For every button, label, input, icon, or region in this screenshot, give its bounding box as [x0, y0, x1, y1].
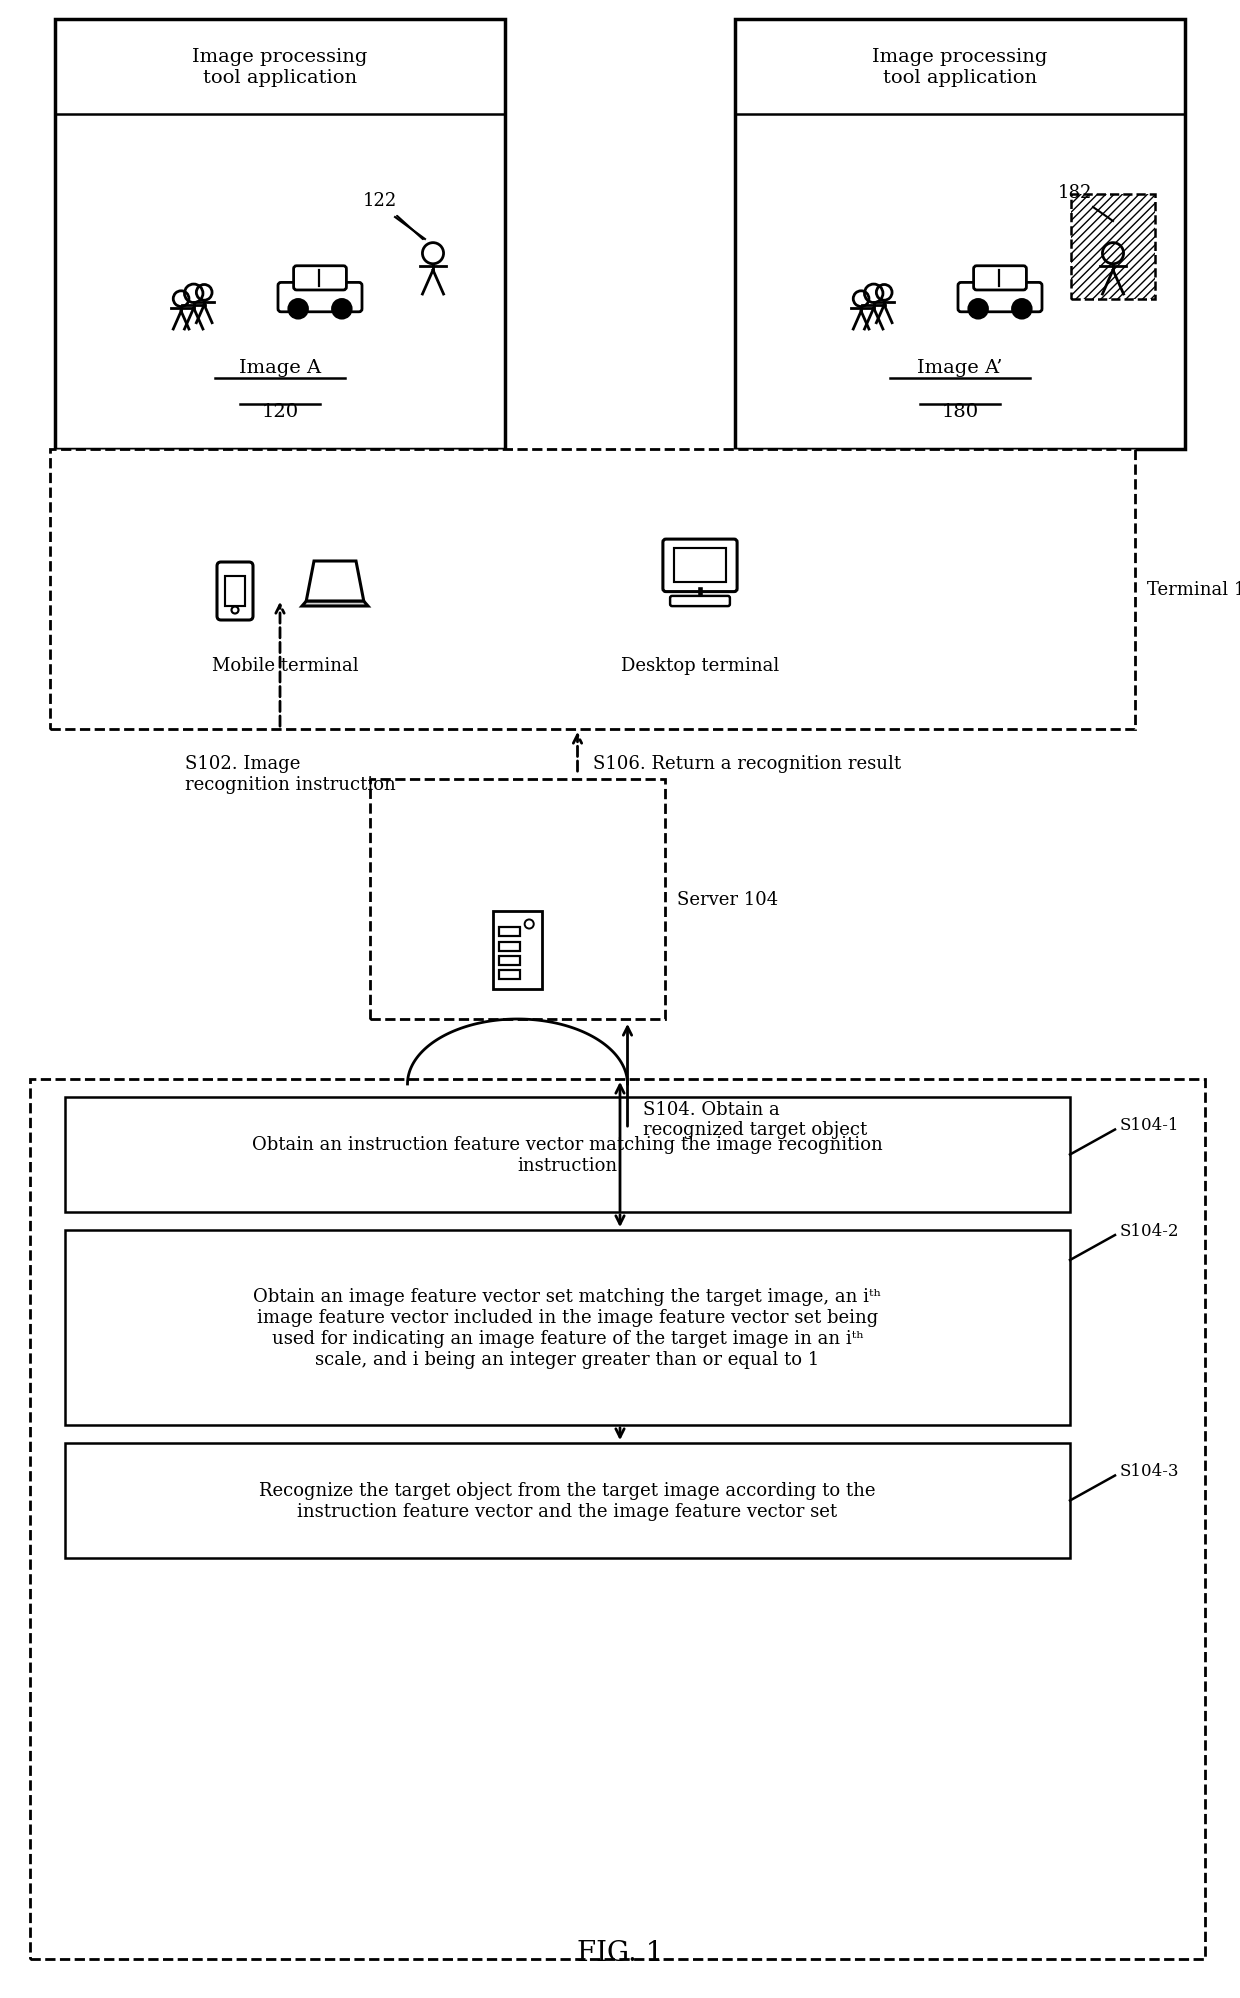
Text: 182: 182 — [1058, 184, 1092, 202]
FancyBboxPatch shape — [492, 911, 542, 989]
FancyBboxPatch shape — [224, 577, 246, 607]
Text: S104. Obtain a
recognized target object: S104. Obtain a recognized target object — [642, 1101, 867, 1139]
Text: 122: 122 — [363, 192, 397, 210]
FancyBboxPatch shape — [500, 943, 520, 951]
FancyBboxPatch shape — [973, 266, 1027, 292]
FancyBboxPatch shape — [500, 971, 520, 979]
FancyBboxPatch shape — [675, 549, 727, 583]
Bar — [64, 1097, 1070, 1213]
Polygon shape — [303, 601, 368, 607]
Text: Terminal 102: Terminal 102 — [1147, 581, 1240, 599]
Bar — [64, 1231, 1070, 1425]
Circle shape — [332, 300, 351, 320]
FancyBboxPatch shape — [278, 284, 362, 312]
Text: S104-3: S104-3 — [1120, 1463, 1179, 1479]
Bar — [55, 20, 505, 450]
Text: Obtain an instruction feature vector matching the image recognition
instruction: Obtain an instruction feature vector mat… — [252, 1135, 883, 1175]
Text: S102. Image
recognition instruction: S102. Image recognition instruction — [185, 755, 396, 793]
FancyBboxPatch shape — [294, 266, 346, 292]
Bar — [64, 1443, 1070, 1558]
Bar — [370, 779, 665, 1019]
FancyBboxPatch shape — [959, 284, 1042, 312]
Text: Image processing
tool application: Image processing tool application — [192, 48, 368, 86]
Text: Recognize the target object from the target image according to the
instruction f: Recognize the target object from the tar… — [259, 1481, 875, 1520]
FancyBboxPatch shape — [663, 539, 737, 591]
Circle shape — [1013, 300, 1032, 320]
Circle shape — [289, 300, 308, 320]
FancyBboxPatch shape — [670, 597, 730, 607]
Bar — [1071, 196, 1154, 300]
Bar — [30, 1079, 1205, 1958]
Text: 180: 180 — [941, 404, 978, 422]
Text: FIG. 1: FIG. 1 — [577, 1940, 663, 1966]
Text: Desktop terminal: Desktop terminal — [621, 657, 779, 675]
Text: 120: 120 — [262, 404, 299, 422]
Text: Image A: Image A — [239, 360, 321, 378]
Circle shape — [968, 300, 987, 320]
Text: Server 104: Server 104 — [677, 891, 779, 909]
Bar — [50, 450, 1135, 729]
Text: Image A’: Image A’ — [918, 360, 1003, 378]
FancyBboxPatch shape — [500, 927, 520, 937]
FancyBboxPatch shape — [500, 957, 520, 965]
Text: Image processing
tool application: Image processing tool application — [872, 48, 1048, 86]
Text: Mobile terminal: Mobile terminal — [212, 657, 358, 675]
Text: S104-1: S104-1 — [1120, 1117, 1179, 1133]
Text: S106. Return a recognition result: S106. Return a recognition result — [593, 755, 900, 773]
Bar — [735, 20, 1185, 450]
FancyBboxPatch shape — [217, 563, 253, 621]
Text: S104-2: S104-2 — [1120, 1223, 1179, 1239]
Bar — [1071, 196, 1154, 300]
Text: Obtain an image feature vector set matching the target image, an iᵗʰ
image featu: Obtain an image feature vector set match… — [253, 1287, 882, 1369]
